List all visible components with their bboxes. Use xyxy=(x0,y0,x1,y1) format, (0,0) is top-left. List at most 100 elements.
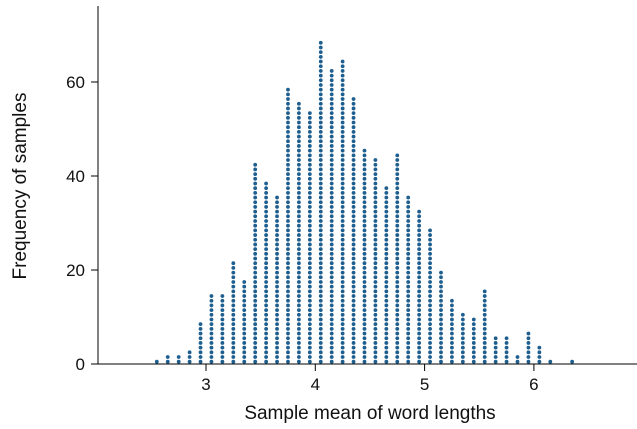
data-dot xyxy=(275,266,279,270)
data-dot xyxy=(493,359,498,364)
data-dot xyxy=(318,331,323,336)
data-dot xyxy=(450,350,454,355)
data-dot xyxy=(253,355,258,359)
data-dot xyxy=(428,280,432,284)
data-dot xyxy=(297,219,301,223)
data-dot xyxy=(340,190,345,195)
data-dot xyxy=(351,280,356,284)
data-dot xyxy=(286,322,290,327)
data-dot xyxy=(297,186,301,191)
data-dot xyxy=(340,120,345,125)
data-dot xyxy=(482,336,487,341)
data-dot xyxy=(286,256,290,261)
data-dot xyxy=(406,336,411,341)
data-dot xyxy=(373,247,378,252)
data-dot xyxy=(417,228,422,233)
data-dot xyxy=(307,186,312,191)
data-dot xyxy=(275,195,279,200)
data-dot xyxy=(351,176,356,181)
data-dot xyxy=(329,261,334,266)
data-dot xyxy=(297,144,301,148)
data-dot xyxy=(286,270,290,275)
data-dot xyxy=(395,261,400,266)
data-dot xyxy=(286,139,290,144)
data-dot xyxy=(286,134,290,139)
data-dot xyxy=(373,242,378,247)
data-dot xyxy=(460,312,465,317)
data-dot xyxy=(362,322,367,327)
data-dot xyxy=(373,266,378,270)
data-dot xyxy=(286,209,290,214)
data-dot xyxy=(307,359,312,364)
data-dot xyxy=(384,289,389,294)
data-dot xyxy=(231,270,236,275)
data-dot xyxy=(362,326,367,331)
data-dot xyxy=(373,228,378,233)
data-dot xyxy=(286,125,290,130)
data-dot xyxy=(384,359,389,364)
data-dot xyxy=(264,242,269,247)
data-dot xyxy=(286,120,290,125)
data-dot xyxy=(373,186,378,191)
data-dot xyxy=(373,237,378,242)
data-dot xyxy=(340,73,345,78)
data-dot xyxy=(362,219,367,223)
data-dot xyxy=(417,242,422,247)
data-dot xyxy=(286,233,290,237)
data-dot xyxy=(329,181,334,186)
data-dot xyxy=(406,233,411,237)
data-dot xyxy=(231,261,236,266)
data-dot xyxy=(406,284,411,289)
data-dot xyxy=(286,106,290,111)
data-dot xyxy=(417,336,422,341)
data-dot xyxy=(286,111,290,116)
data-dot xyxy=(264,275,269,280)
data-dot xyxy=(406,205,411,209)
data-dot xyxy=(286,87,290,92)
data-dot xyxy=(231,359,236,364)
data-dot xyxy=(482,326,487,331)
data-dot xyxy=(395,312,400,317)
data-dot xyxy=(253,350,258,355)
data-dot xyxy=(395,200,400,205)
data-dot xyxy=(395,242,400,247)
data-dot xyxy=(428,298,432,303)
data-dot xyxy=(362,158,367,162)
data-dot xyxy=(329,308,334,313)
data-dot xyxy=(318,308,323,313)
data-dot xyxy=(318,284,323,289)
data-dot xyxy=(493,350,498,355)
data-dot xyxy=(340,144,345,148)
data-dot xyxy=(329,209,334,214)
data-dot xyxy=(340,251,345,256)
data-dot xyxy=(373,270,378,275)
data-dot xyxy=(307,153,312,158)
data-dot xyxy=(286,336,290,341)
data-dot xyxy=(362,275,367,280)
data-dot xyxy=(482,294,487,298)
data-dot xyxy=(439,345,443,350)
data-dot xyxy=(362,148,367,153)
data-dot xyxy=(460,336,465,341)
data-dot xyxy=(395,223,400,228)
data-dot xyxy=(297,209,301,214)
data-dot xyxy=(329,228,334,233)
data-dot xyxy=(450,359,454,364)
data-dot xyxy=(351,233,356,237)
data-dot xyxy=(384,195,389,200)
data-dot xyxy=(439,308,443,313)
data-dot xyxy=(318,303,323,308)
data-dot xyxy=(264,308,269,313)
data-dot xyxy=(253,275,258,280)
data-dot xyxy=(264,350,269,355)
data-dot xyxy=(362,308,367,313)
data-dot xyxy=(351,270,356,275)
data-dot xyxy=(318,266,323,270)
data-dot xyxy=(253,308,258,313)
data-dot xyxy=(318,205,323,209)
data-dot xyxy=(351,158,356,162)
data-dot xyxy=(307,228,312,233)
data-dot xyxy=(362,280,367,284)
data-dot xyxy=(428,336,432,341)
data-dot xyxy=(286,223,290,228)
